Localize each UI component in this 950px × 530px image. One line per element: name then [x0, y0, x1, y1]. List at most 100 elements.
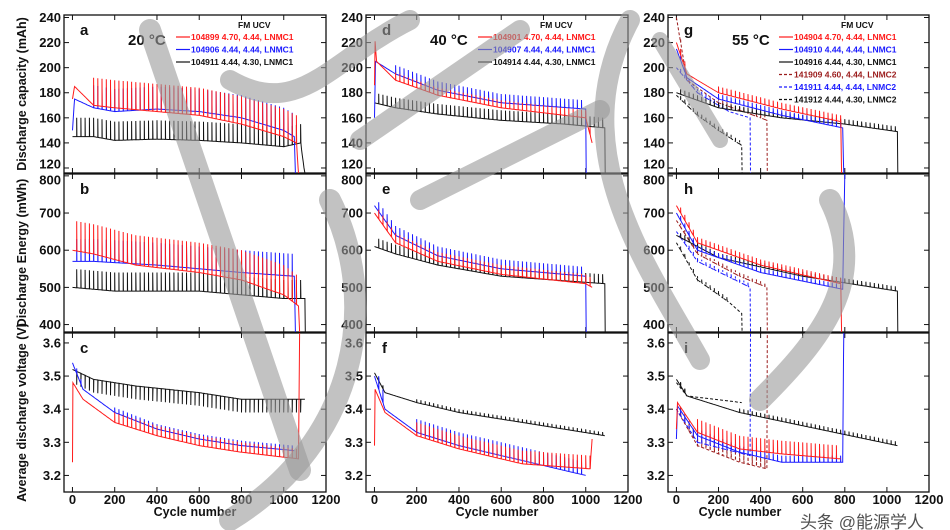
x-tick-label: 600 — [188, 492, 210, 507]
x-tick-label: 600 — [490, 492, 512, 507]
series-line — [675, 48, 845, 174]
panel-letter: g — [684, 22, 693, 39]
y-axis-label: Discharge capacity (mAh) — [15, 17, 29, 171]
series-line — [675, 332, 751, 457]
y-tick-label: 180 — [341, 85, 363, 100]
y-tick-label: 700 — [39, 206, 61, 221]
x-tick-label: 0 — [673, 492, 680, 507]
legend-entry: 104911 4.44, 4.30, LNMC1 — [191, 57, 293, 67]
y-tick-label: 120 — [39, 156, 61, 171]
temperature-label: 55 °C — [732, 32, 770, 49]
series-line — [675, 42, 843, 174]
panel-frame — [365, 14, 629, 174]
y-tick-label: 120 — [643, 156, 665, 171]
y-tick-label: 3.3 — [345, 435, 363, 450]
x-axis-label: Cycle number — [154, 505, 237, 519]
series-line — [675, 379, 898, 447]
panel-e: e — [374, 181, 606, 333]
y-tick-label: 200 — [643, 60, 665, 75]
y-tick-label: 180 — [643, 85, 665, 100]
y-tick-label: 240 — [39, 10, 61, 25]
x-tick-label: 1000 — [571, 492, 600, 507]
legend-entry: 104901 4.70, 4.44, LNMC1 — [493, 32, 596, 42]
series-line — [676, 231, 751, 333]
temperature-label: 40 °C — [430, 32, 468, 49]
legend-header: FM UCV — [540, 20, 573, 30]
legend-entry: 141912 4.44, 4.30, LNMC2 — [794, 95, 897, 105]
series-line — [676, 382, 742, 404]
y-tick-label: 3.6 — [43, 335, 61, 350]
series-line — [72, 269, 306, 333]
y-tick-label: 700 — [643, 206, 665, 221]
panel-i: i — [675, 332, 898, 470]
series-line — [675, 332, 845, 463]
panel-letter: a — [80, 22, 89, 39]
y-tick-label: 3.2 — [43, 468, 61, 483]
y-axis-label: Discharge Energy (mWh) — [15, 179, 29, 328]
y-tick-label: 800 — [39, 172, 61, 187]
x-tick-label: 200 — [708, 492, 730, 507]
series-line — [676, 89, 899, 174]
y-tick-label: 3.2 — [345, 468, 363, 483]
legend-entry: 104914 4.44, 4.30, LNMC1 — [493, 57, 596, 67]
legend-entry: 104899 4.70, 4.44, LNMC1 — [191, 32, 294, 42]
y-tick-label: 800 — [341, 172, 363, 187]
y-tick-label: 600 — [39, 243, 61, 258]
y-tick-label: 3.4 — [345, 402, 364, 417]
series-line — [675, 332, 768, 470]
x-tick-label: 1200 — [614, 492, 643, 507]
series-line — [374, 375, 586, 476]
y-tick-label: 140 — [643, 135, 665, 150]
x-tick-label: 400 — [146, 492, 168, 507]
y-tick-label: 240 — [341, 10, 363, 25]
series-line — [374, 372, 605, 437]
x-tick-label: 0 — [69, 492, 76, 507]
legend-entry: 141911 4.44, 4.44, LNMC2 — [794, 82, 896, 92]
panel-frame — [667, 332, 930, 493]
legend-entry: 104907 4.44, 4.44, LNMC1 — [493, 45, 596, 55]
panel-letter: b — [80, 181, 89, 198]
y-tick-label: 3.3 — [647, 435, 665, 450]
y-tick-label: 140 — [39, 135, 61, 150]
y-tick-label: 160 — [643, 110, 665, 125]
panel-b: b — [72, 181, 306, 333]
panel-letter: f — [382, 340, 388, 357]
y-tick-label: 3.6 — [647, 335, 665, 350]
series-line — [675, 242, 743, 333]
y-tick-label: 120 — [341, 156, 363, 171]
panel-frame — [365, 173, 629, 333]
x-tick-label: 800 — [834, 492, 856, 507]
y-tick-label: 220 — [39, 35, 61, 50]
y-tick-label: 500 — [39, 280, 61, 295]
legend-entry: 104916 4.44, 4.30, LNMC1 — [794, 57, 897, 67]
y-tick-label: 3.3 — [43, 435, 61, 450]
y-tick-label: 800 — [643, 172, 665, 187]
x-tick-label: 200 — [104, 492, 126, 507]
series-line — [72, 221, 301, 333]
series-line — [675, 173, 846, 290]
legend-entry: 141909 4.60, 4.44, LNMC2 — [794, 70, 897, 80]
legend-entry: 104910 4.44, 4.44, LNMC1 — [794, 45, 897, 55]
panel-letter: e — [382, 181, 390, 198]
series-line — [374, 389, 593, 470]
y-tick-label: 240 — [643, 10, 665, 25]
series-line — [675, 401, 841, 460]
series-line — [374, 209, 593, 288]
manuscript-watermark — [139, 10, 856, 530]
y-tick-label: 400 — [643, 317, 665, 332]
x-tick-label: 400 — [448, 492, 470, 507]
x-tick-label: 800 — [533, 492, 555, 507]
x-tick-label: 1000 — [872, 492, 901, 507]
series-line — [374, 202, 587, 333]
panel-f: f — [374, 340, 605, 476]
legend-header: FM UCV — [238, 20, 271, 30]
y-tick-label: 3.5 — [647, 369, 665, 384]
y-tick-label: 200 — [39, 60, 61, 75]
plot-area: 120 140 160 180 200 220 240 400 500 600 700 800 3.2 3… — [15, 10, 943, 519]
x-tick-label: 200 — [406, 492, 428, 507]
x-tick-label: 600 — [792, 492, 814, 507]
series-line — [676, 233, 899, 333]
legend-header: FM UCV — [841, 20, 874, 30]
x-tick-label: 1200 — [915, 492, 944, 507]
